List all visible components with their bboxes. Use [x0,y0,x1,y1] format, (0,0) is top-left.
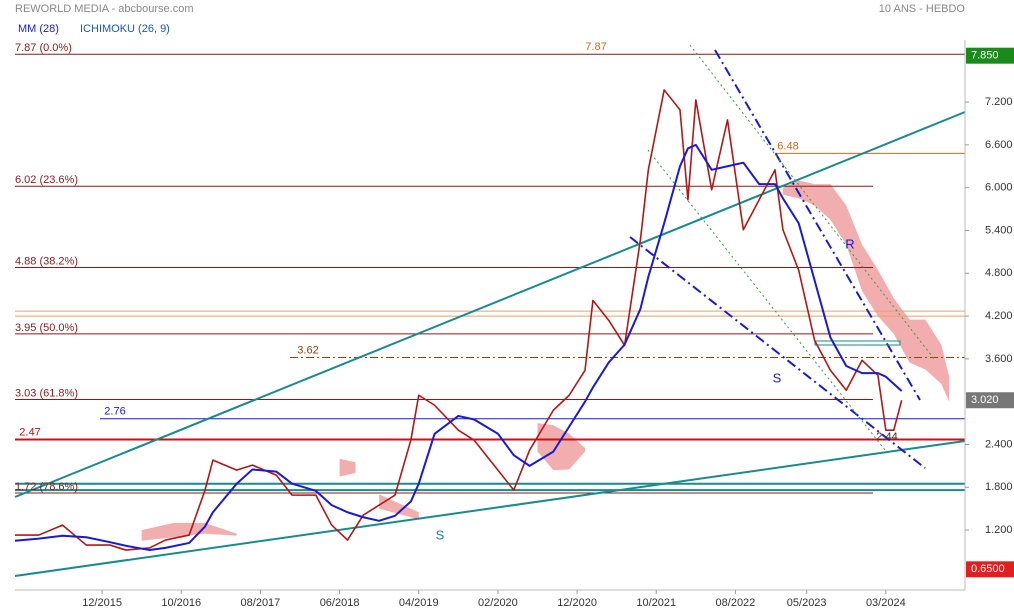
moving-average-line [14,143,903,552]
x-tick-label: 02/2020 [478,597,518,609]
chart-title: REWORLD MEDIA - abcbourse.com [15,3,194,15]
price-tag-label: 7.850 [971,50,999,62]
zone-box [814,340,901,346]
level-label: 3.62 [297,344,318,356]
y-tick-label: 2.400 [985,438,1013,450]
ichimoku-cloud [141,180,950,541]
price-tag [966,561,1014,578]
legend-entry: MM (28) [18,23,59,35]
price-line [15,89,903,551]
x-tick-label: 08/2017 [241,597,281,609]
annotation: R [845,236,854,251]
y-tick-label: 3.600 [985,353,1013,365]
y-tick-label: 4.800 [985,267,1013,279]
channel-line [629,236,926,469]
x-tick-label: 10/2016 [161,597,201,609]
background-layer [15,53,965,541]
level-label: 6.48 [777,140,798,152]
annotation: S [436,527,445,542]
annotation: 2.44 [876,431,897,443]
fibonacci-label: 6.02 (23.6%) [15,174,78,186]
x-tick-label: 03/2024 [866,597,906,609]
fibonacci-label: 3.03 (61.8%) [15,387,78,399]
price-tag [966,392,1014,409]
channel-line [714,49,921,401]
x-tick-label: 06/2018 [320,597,360,609]
x-tick-label: 12/2020 [557,597,597,609]
fibonacci-label: 1.72 (78.6%) [15,481,78,493]
y-tick-label: 6.600 [985,139,1013,151]
legend-entry: ICHIMOKU (26, 9) [80,23,170,35]
trend-line [14,111,966,498]
trend-lines [14,44,966,577]
fibonacci-label: 7.87 (0.0%) [15,42,72,54]
price-tag-label: 0.6500 [971,563,1005,575]
annotation: S [773,370,782,385]
channel-line [647,149,886,451]
x-tick-label: 05/2023 [787,597,827,609]
x-tick-label: 10/2021 [636,597,676,609]
x-tick-label: 04/2019 [399,597,439,609]
fibonacci-label: 3.95 (50.0%) [15,322,78,334]
level-label: 2.47 [19,426,40,438]
x-tick-label: 12/2015 [82,597,122,609]
y-tick-label: 7.200 [985,96,1013,108]
price-tag [966,47,1014,64]
y-tick-label: 5.400 [985,224,1013,236]
y-tick-label: 1.200 [985,524,1013,536]
level-label: 7.87 [585,41,606,53]
fibonacci-label: 4.88 (38.2%) [15,255,78,267]
price-tag-label: 3.020 [971,394,999,406]
y-tick-label: 1.800 [985,481,1013,493]
y-tick-label: 6.000 [985,182,1013,194]
x-tick-label: 08/2022 [716,597,756,609]
y-tick-label: 4.200 [985,310,1013,322]
channel-line [689,44,936,361]
trend-line [14,440,966,577]
level-label: 2.76 [104,406,125,418]
chart-subtitle: 10 ANS - HEBDO [879,3,966,15]
